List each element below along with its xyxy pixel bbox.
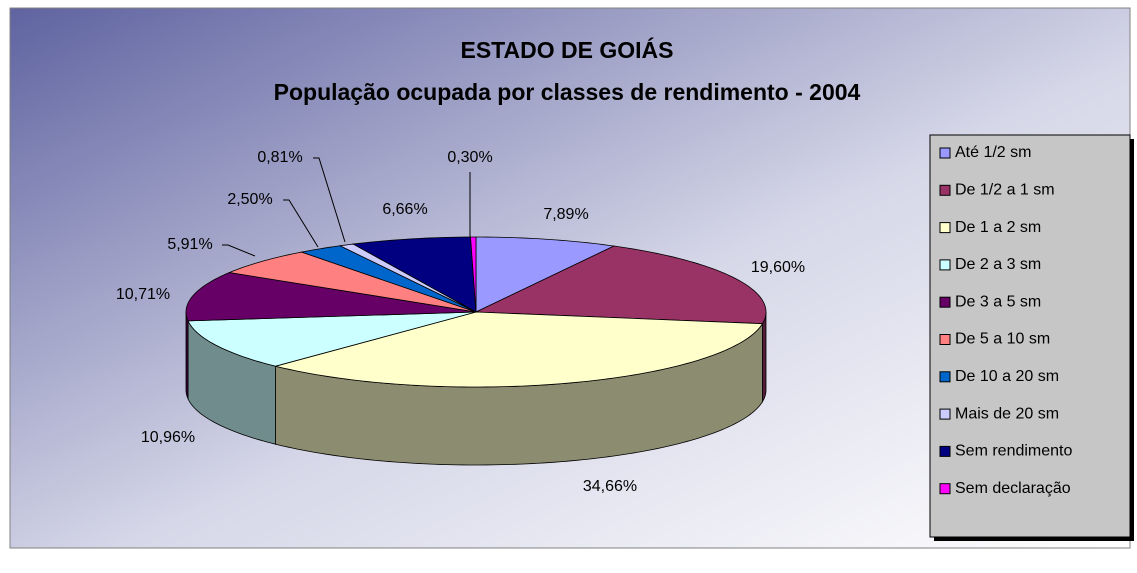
legend-swatch <box>939 445 951 457</box>
data-label: 5,91% <box>167 236 212 253</box>
legend-swatch <box>939 371 951 383</box>
data-label: 7,89% <box>543 206 588 223</box>
legend-swatch <box>939 259 951 271</box>
pie-slice <box>475 245 767 325</box>
pie-slice <box>275 311 764 388</box>
pie-slice <box>475 236 616 313</box>
pie-slice <box>187 311 477 367</box>
legend-swatch <box>939 147 951 159</box>
legend-label: De 3 a 5 sm <box>955 293 1041 310</box>
pie-slice <box>470 236 477 313</box>
legend-label: De 10 a 20 sm <box>955 368 1059 385</box>
data-label: 0,30% <box>447 149 492 166</box>
legend-swatch <box>939 483 951 495</box>
data-label: 6,66% <box>382 201 427 218</box>
legend-label: Sem declaração <box>955 480 1071 497</box>
pie-slice <box>300 245 477 313</box>
legend-label: De 2 a 3 sm <box>955 256 1041 273</box>
legend-label: Mais de 20 sm <box>955 405 1059 422</box>
legend-swatch <box>939 296 951 308</box>
legend-swatch <box>939 222 951 234</box>
data-label: 10,71% <box>116 286 170 303</box>
legend-swatch <box>939 334 951 345</box>
pie-slice <box>227 251 477 313</box>
data-label: 2,50% <box>227 191 272 208</box>
legend-label: De 1 a 2 sm <box>955 219 1041 236</box>
data-label: 19,60% <box>751 259 805 276</box>
pie-side <box>185 311 189 400</box>
legend-swatch <box>939 408 951 420</box>
legend-label: De 5 a 10 sm <box>955 331 1050 348</box>
data-label: 34,66% <box>583 478 637 495</box>
pie-side <box>762 311 767 404</box>
legend-swatch <box>939 184 951 196</box>
pie-slice <box>351 236 477 313</box>
data-label: 10,96% <box>141 429 195 446</box>
leader-line <box>313 157 346 243</box>
legend-label: Sem rendimento <box>955 443 1072 460</box>
legend <box>929 134 1131 538</box>
pie-slice <box>185 272 477 322</box>
leader-line <box>283 199 319 248</box>
data-label: 0,81% <box>257 149 302 166</box>
leader-line <box>222 244 256 257</box>
chart-subtitle: População ocupada por classes de rendime… <box>274 79 861 105</box>
chart-title: ESTADO DE GOIÁS <box>461 36 674 63</box>
legend-label: Até 1/2 sm <box>955 144 1031 161</box>
legend-label: De 1/2 a 1 sm <box>955 182 1055 199</box>
